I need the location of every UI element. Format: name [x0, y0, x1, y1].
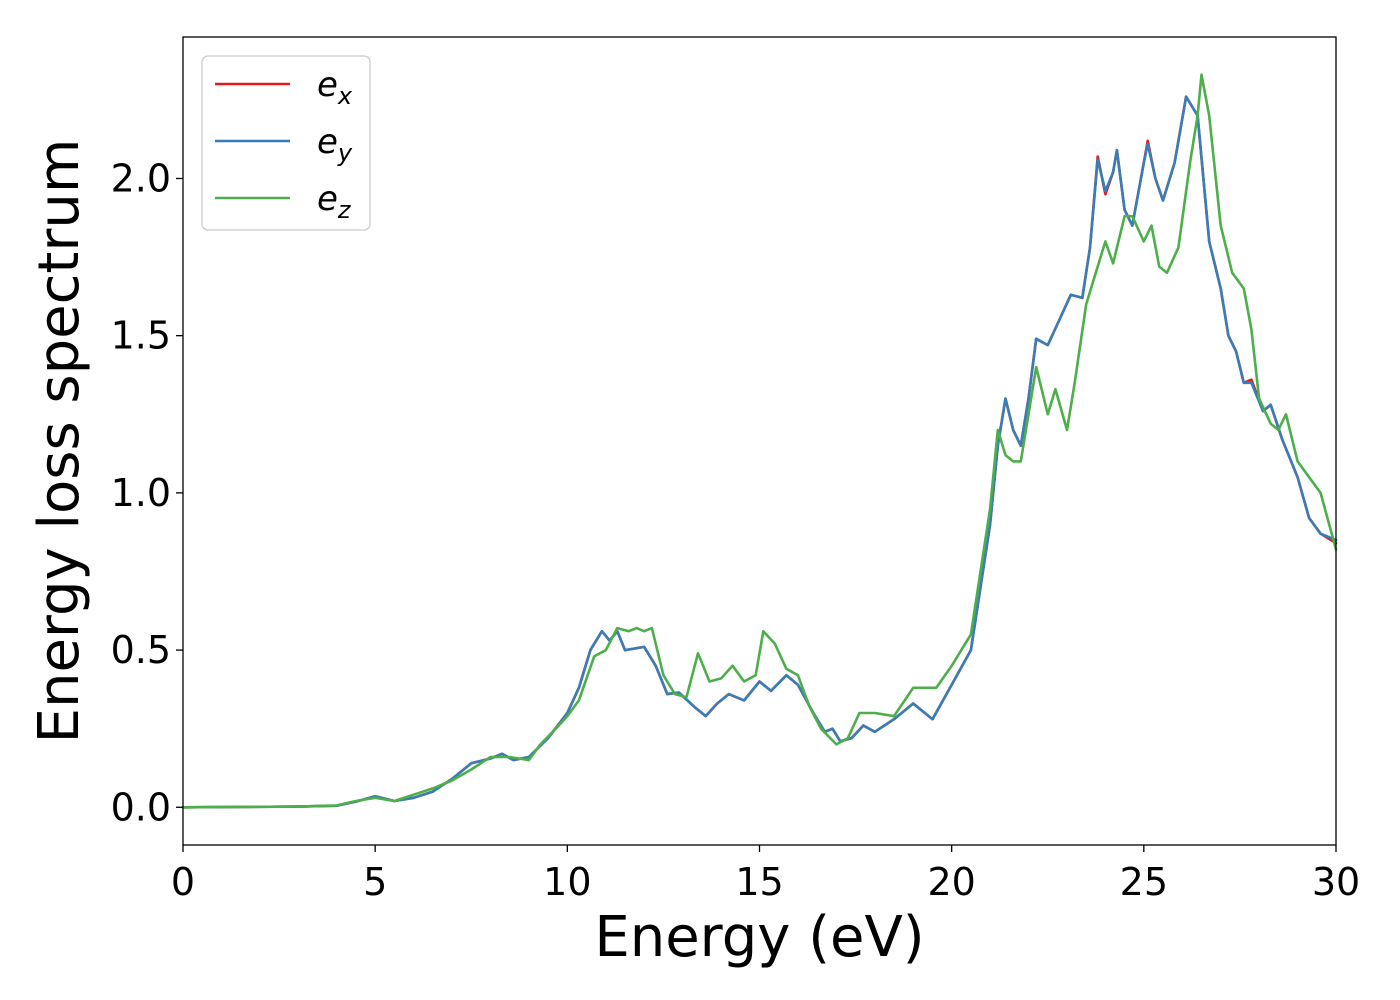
plot-area	[183, 37, 1336, 845]
y-tick-label: 1.5	[111, 314, 171, 358]
legend-frame	[201, 55, 371, 231]
legend: ex ey ez	[201, 55, 371, 231]
x-tick-label: 25	[1120, 860, 1168, 904]
x-tick-label: 20	[927, 860, 975, 904]
x-axis: 0 5 10 15 20 25 30	[171, 845, 1360, 904]
y-axis: 0.0 0.5 1.0 1.5 2.0	[111, 156, 183, 829]
x-tick-label: 5	[363, 860, 387, 904]
legend-label-ey: ey	[317, 122, 353, 167]
x-tick-label: 0	[171, 860, 195, 904]
x-tick-label: 10	[543, 860, 591, 904]
y-tick-label: 1.0	[111, 471, 171, 515]
series-line-ez	[181, 73, 1338, 809]
y-tick-label: 0.0	[111, 785, 171, 829]
y-axis-label: Energy loss spectrum	[27, 139, 92, 744]
x-axis-label: Energy (eV)	[594, 905, 924, 970]
y-tick-label: 0.5	[111, 628, 171, 672]
legend-label-ez: ez	[317, 179, 352, 224]
series-layer	[181, 73, 1338, 809]
x-tick-label: 30	[1312, 860, 1360, 904]
legend-label-ex: ex	[317, 65, 353, 110]
y-tick-label: 2.0	[111, 156, 171, 200]
x-tick-label: 15	[735, 860, 783, 904]
